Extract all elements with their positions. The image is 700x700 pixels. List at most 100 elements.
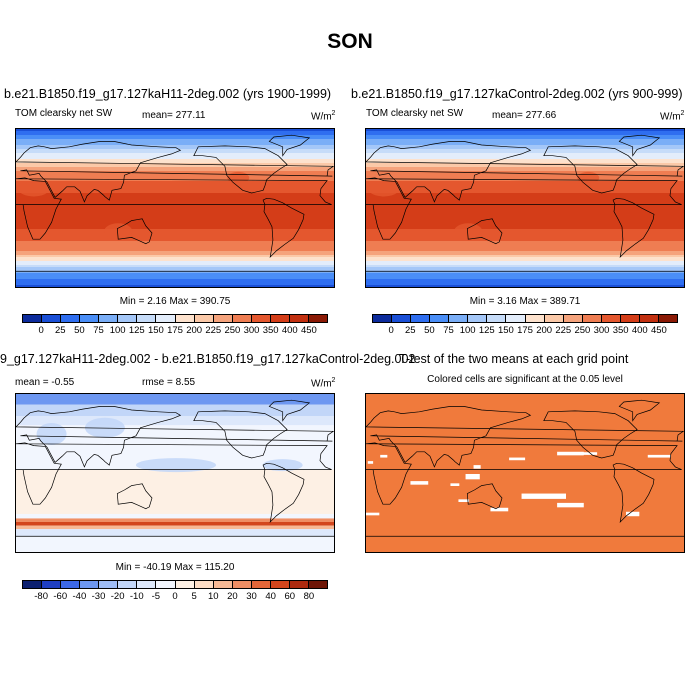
ticks-tr-label-8: 200 [536,325,553,336]
cbar-tl-swatch-0 [23,315,43,322]
map-tr-band-20 [366,169,684,172]
map-tl-band-23 [16,175,334,178]
ticks-tr-label-11: 300 [593,325,610,336]
map-br-nonsig-9 [557,502,584,508]
map-tl-band-74 [16,277,334,280]
map-tr-patch-0 [368,182,399,197]
panel-title-bottom-left: 9_g17.127kaH11-2deg.002 - b.e21.B1850.f1… [0,352,416,366]
map-tr-band-48 [366,225,684,228]
ticks-tr-label-3: 75 [443,325,454,336]
map-tl-band-39 [16,207,334,210]
ticks-tr-label-2: 50 [424,325,435,336]
cbar-bl-swatch-12 [251,581,271,588]
map-tl-band-27 [16,183,334,186]
units-label-bottom-left: W/m2 [311,377,336,390]
ticks-tl-label-12: 350 [262,325,279,336]
map-tr-svg [366,129,684,287]
map-tr-band-71 [366,271,684,274]
cbar-tl-swatch-1 [42,315,62,322]
map-tl-band-42 [16,213,334,216]
map-tl-band-62 [16,253,334,256]
map-bl-patch-0 [36,423,67,445]
map-bottom-right [365,393,685,553]
ticks-tl-label-11: 300 [243,325,260,336]
map-br-coast-5 [618,399,661,422]
cbar-tl-swatch-9 [194,315,214,322]
ticks-tl-label-0: 0 [38,325,44,336]
map-tr-band-9 [366,147,684,150]
cbar-bl-swatch-7 [156,581,176,588]
ticks-tr-label-14: 450 [650,325,667,336]
map-br-nonsig-1 [579,452,598,455]
map-tl-bands [16,129,335,288]
map-tl-band-53 [16,235,334,238]
ticks-tl-label-14: 450 [300,325,317,336]
map-tl-band-20 [16,169,334,172]
ticks-bl-label-6: -5 [151,591,161,602]
map-tr-band-68 [366,265,684,268]
map-bl-coast-0 [193,410,288,459]
cbar-tr-swatch-0 [373,315,393,322]
cbar-tl-swatch-13 [270,315,290,322]
ticks-tl-label-4: 100 [109,325,126,336]
map-bl-coastlines [16,399,334,537]
ticks-tr-label-12: 350 [612,325,629,336]
ticks-tl-label-6: 150 [147,325,164,336]
map-tr-band-55 [366,239,684,242]
map-tl-band-31 [16,191,334,194]
ticks-bl-label-7: 0 [172,591,178,602]
map-br-nonsig-5 [647,454,671,458]
map-tl-band-54 [16,237,334,240]
map-tl-band-8 [16,145,334,148]
map-tl-band-16 [16,161,334,164]
ticks-tl-label-10: 250 [224,325,241,336]
map-tr-band-35 [366,199,684,202]
map-tl-band-19 [16,167,334,170]
map-tr-band-76 [366,281,684,284]
ticks-tr-label-1: 25 [404,325,416,336]
map-tl-patch-1 [104,223,133,240]
map-tr-band-47 [366,223,684,226]
map-tr-band-31 [366,191,684,194]
minmax-top-right: Min = 3.16 Max = 389.71 [469,296,581,307]
map-tl-band-13 [16,155,334,158]
map-tl-band-64 [16,257,334,260]
cbar-tr-swatch-13 [620,315,640,322]
map-tr-band-73 [366,275,684,278]
map-tl-band-70 [16,269,334,272]
map-tr-band-21 [366,171,684,174]
subtitle-bottom-right: Colored cells are significant at the 0.0… [427,374,623,385]
map-tl-band-10 [16,149,334,152]
colorbar-top-left [22,314,328,323]
map-tl-band-29 [16,187,334,190]
map-bl-band-antarctic [16,536,334,552]
map-tr-band-32 [366,193,684,196]
map-tl-band-67 [16,263,334,266]
ticks-bl-label-8: 5 [191,591,197,602]
map-tl-coast-2 [16,177,332,240]
cbar-tl-swatch-14 [289,315,309,322]
map-tr-coast-5 [618,134,661,157]
map-tl-band-22 [16,173,334,176]
map-tr-band-56 [366,241,684,244]
map-tr-band-24 [366,177,684,180]
ticks-tr-label-7: 175 [517,325,533,336]
map-tr-band-54 [366,237,684,240]
page-title: SON [327,30,373,53]
map-tl-coastlines [16,134,334,272]
ticks-bl-label-9: 10 [207,591,219,602]
map-tr-band-69 [366,267,684,270]
map-top-right [365,128,685,288]
ticks-bl-label-13: 60 [284,591,296,602]
map-br-nonsig-15 [450,483,460,486]
cbar-tl-swatch-3 [80,315,100,322]
map-tl-band-79 [16,287,335,288]
map-tl-band-1 [16,131,334,134]
map-tl-band-75 [16,279,334,282]
cbar-tr-swatch-11 [582,315,602,322]
map-tl-band-5 [16,139,334,142]
map-tr-band-38 [366,205,684,208]
ticks-bl-label-11: 30 [246,591,257,602]
cbar-tr-swatch-3 [430,315,450,322]
map-tr-coast-3 [366,141,684,203]
